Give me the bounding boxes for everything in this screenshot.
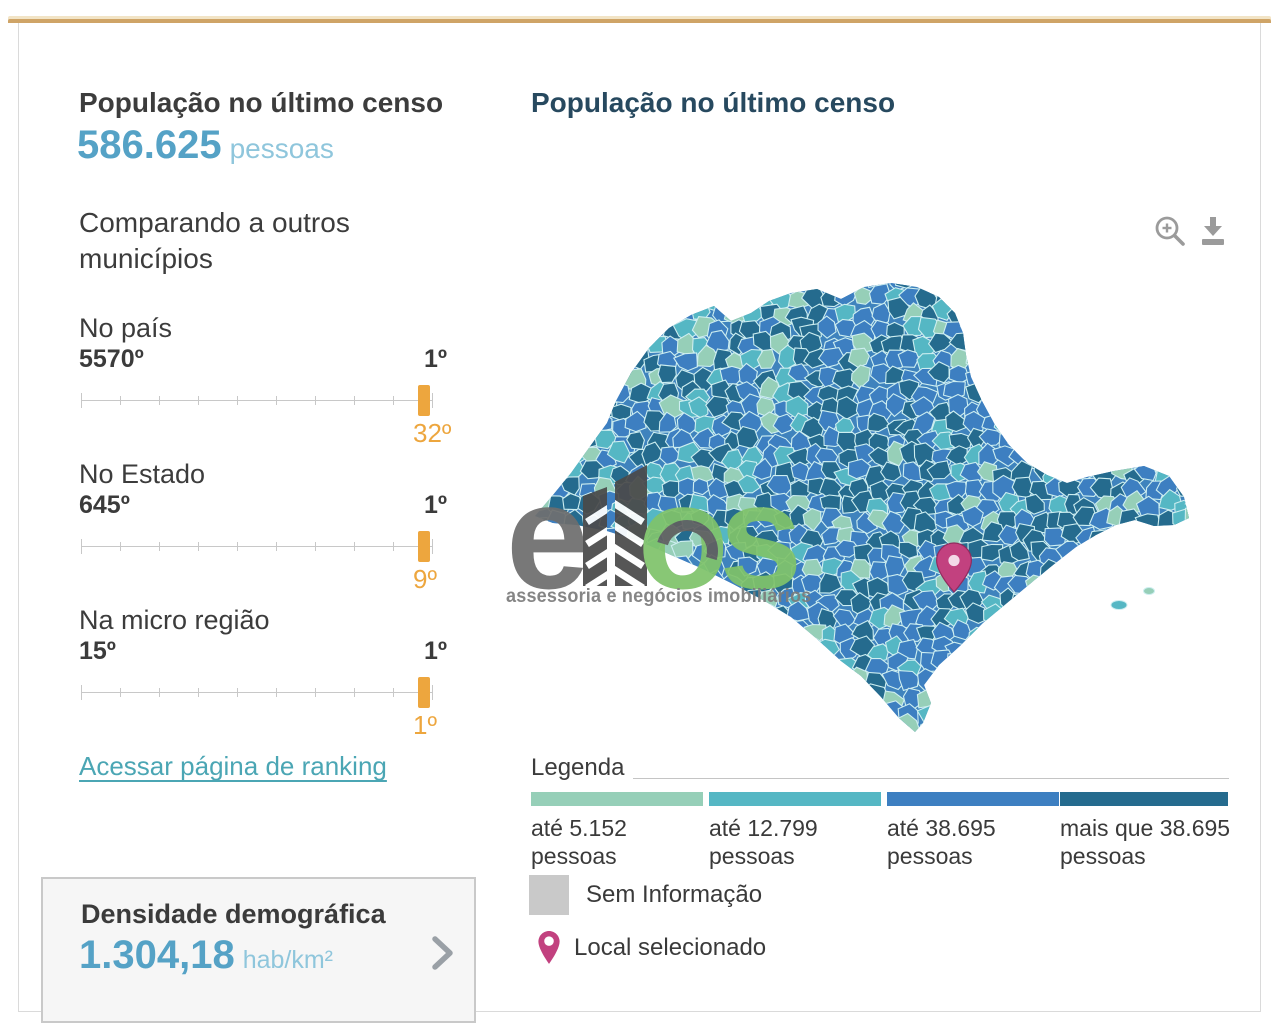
density-value: 1.304,18	[79, 933, 235, 977]
coastal-island	[1143, 587, 1155, 595]
logo-letter-e: e	[506, 452, 590, 620]
legend-label: até 38.695 pessoas	[887, 815, 996, 870]
legend-label: mais que 38.695 pessoas	[1060, 815, 1231, 870]
download-icon[interactable]	[1195, 215, 1231, 249]
population-value: 586.625	[77, 123, 222, 167]
density-unit: hab/km²	[242, 946, 334, 974]
main-panel: População no último censo 586.625 pessoas…	[18, 23, 1261, 1023]
ranking-country: No país 5570º 1º 32º	[79, 313, 451, 448]
population-value-row: 586.625 pessoas	[77, 123, 334, 168]
slider-marker	[418, 531, 430, 562]
ranking-current: 1º	[413, 710, 437, 740]
selected-location-label: Local selecionado	[574, 934, 767, 961]
legend-swatch	[887, 792, 1059, 806]
map-pin-icon	[538, 931, 560, 964]
logo-letters-os: os	[637, 452, 802, 620]
legend-swatch	[531, 792, 703, 806]
selected-location-pin	[935, 542, 973, 593]
map-title: População no último censo	[531, 87, 896, 118]
legend-swatch	[1060, 792, 1228, 806]
legend-class-1: até 5.152 pessoas	[531, 792, 707, 870]
ranking-state: No Estado 645º 1º 9º	[79, 459, 447, 594]
zoom-in-icon[interactable]	[1152, 213, 1190, 253]
population-unit: pessoas	[229, 133, 334, 164]
top-accent-bar	[8, 19, 1271, 23]
ranking-best: 1º	[423, 345, 447, 373]
building-icon	[583, 465, 648, 586]
legend-label: até 5.152 pessoas	[531, 815, 627, 870]
choropleth-map[interactable]	[519, 273, 1209, 743]
slider-marker	[418, 385, 430, 416]
ranking-microregion: Na micro região 15º 1º 1º	[79, 605, 447, 740]
ranking-label: No país	[79, 313, 173, 343]
ranking-best: 1º	[423, 491, 447, 519]
legend-class-2: até 12.799 pessoas	[709, 792, 885, 870]
ranking-best: 1º	[423, 637, 447, 665]
ranking-current: 9º	[413, 564, 437, 594]
chevron-right-icon[interactable]	[430, 935, 456, 971]
slider-ticks	[81, 685, 433, 700]
ranking-slider: 9º	[81, 529, 437, 594]
ranking-worst: 15º	[79, 637, 116, 665]
ranking-worst: 5570º	[79, 345, 144, 373]
legend-heading: Legenda	[531, 754, 625, 781]
ranking-slider: 32º	[81, 383, 451, 448]
density-title: Densidade demográfica	[81, 899, 386, 929]
no-information-label: Sem Informação	[586, 881, 763, 908]
slider-ticks	[81, 393, 433, 408]
comparing-heading: Comparando a outros municípios	[79, 207, 350, 274]
slider-marker	[418, 677, 430, 708]
slider-ticks	[81, 539, 433, 554]
ellos-watermark-logo: e os assessoria e	[506, 452, 826, 620]
ranking-label: No Estado	[79, 459, 206, 489]
legend-class-3: até 38.695 pessoas	[887, 792, 1063, 870]
ranking-slider: 1º	[81, 675, 437, 740]
logo-tagline: assessoria e negócios imobiliários	[506, 586, 812, 607]
density-card[interactable]: Densidade demográfica 1.304,18 hab/km²	[41, 877, 476, 1023]
ranking-page-link[interactable]: Acessar página de ranking	[79, 751, 387, 781]
ranking-worst: 645º	[79, 491, 130, 519]
population-title: População no último censo	[79, 87, 444, 118]
legend-label: até 12.799 pessoas	[709, 815, 818, 870]
legend-class-4: mais que 38.695 pessoas	[1060, 792, 1236, 870]
legend-swatch	[709, 792, 881, 806]
legend-divider	[633, 778, 1229, 779]
no-information-swatch	[529, 875, 569, 915]
ranking-current: 32º	[413, 418, 452, 448]
ranking-label: Na micro região	[79, 605, 270, 635]
coastal-island	[1110, 600, 1128, 610]
